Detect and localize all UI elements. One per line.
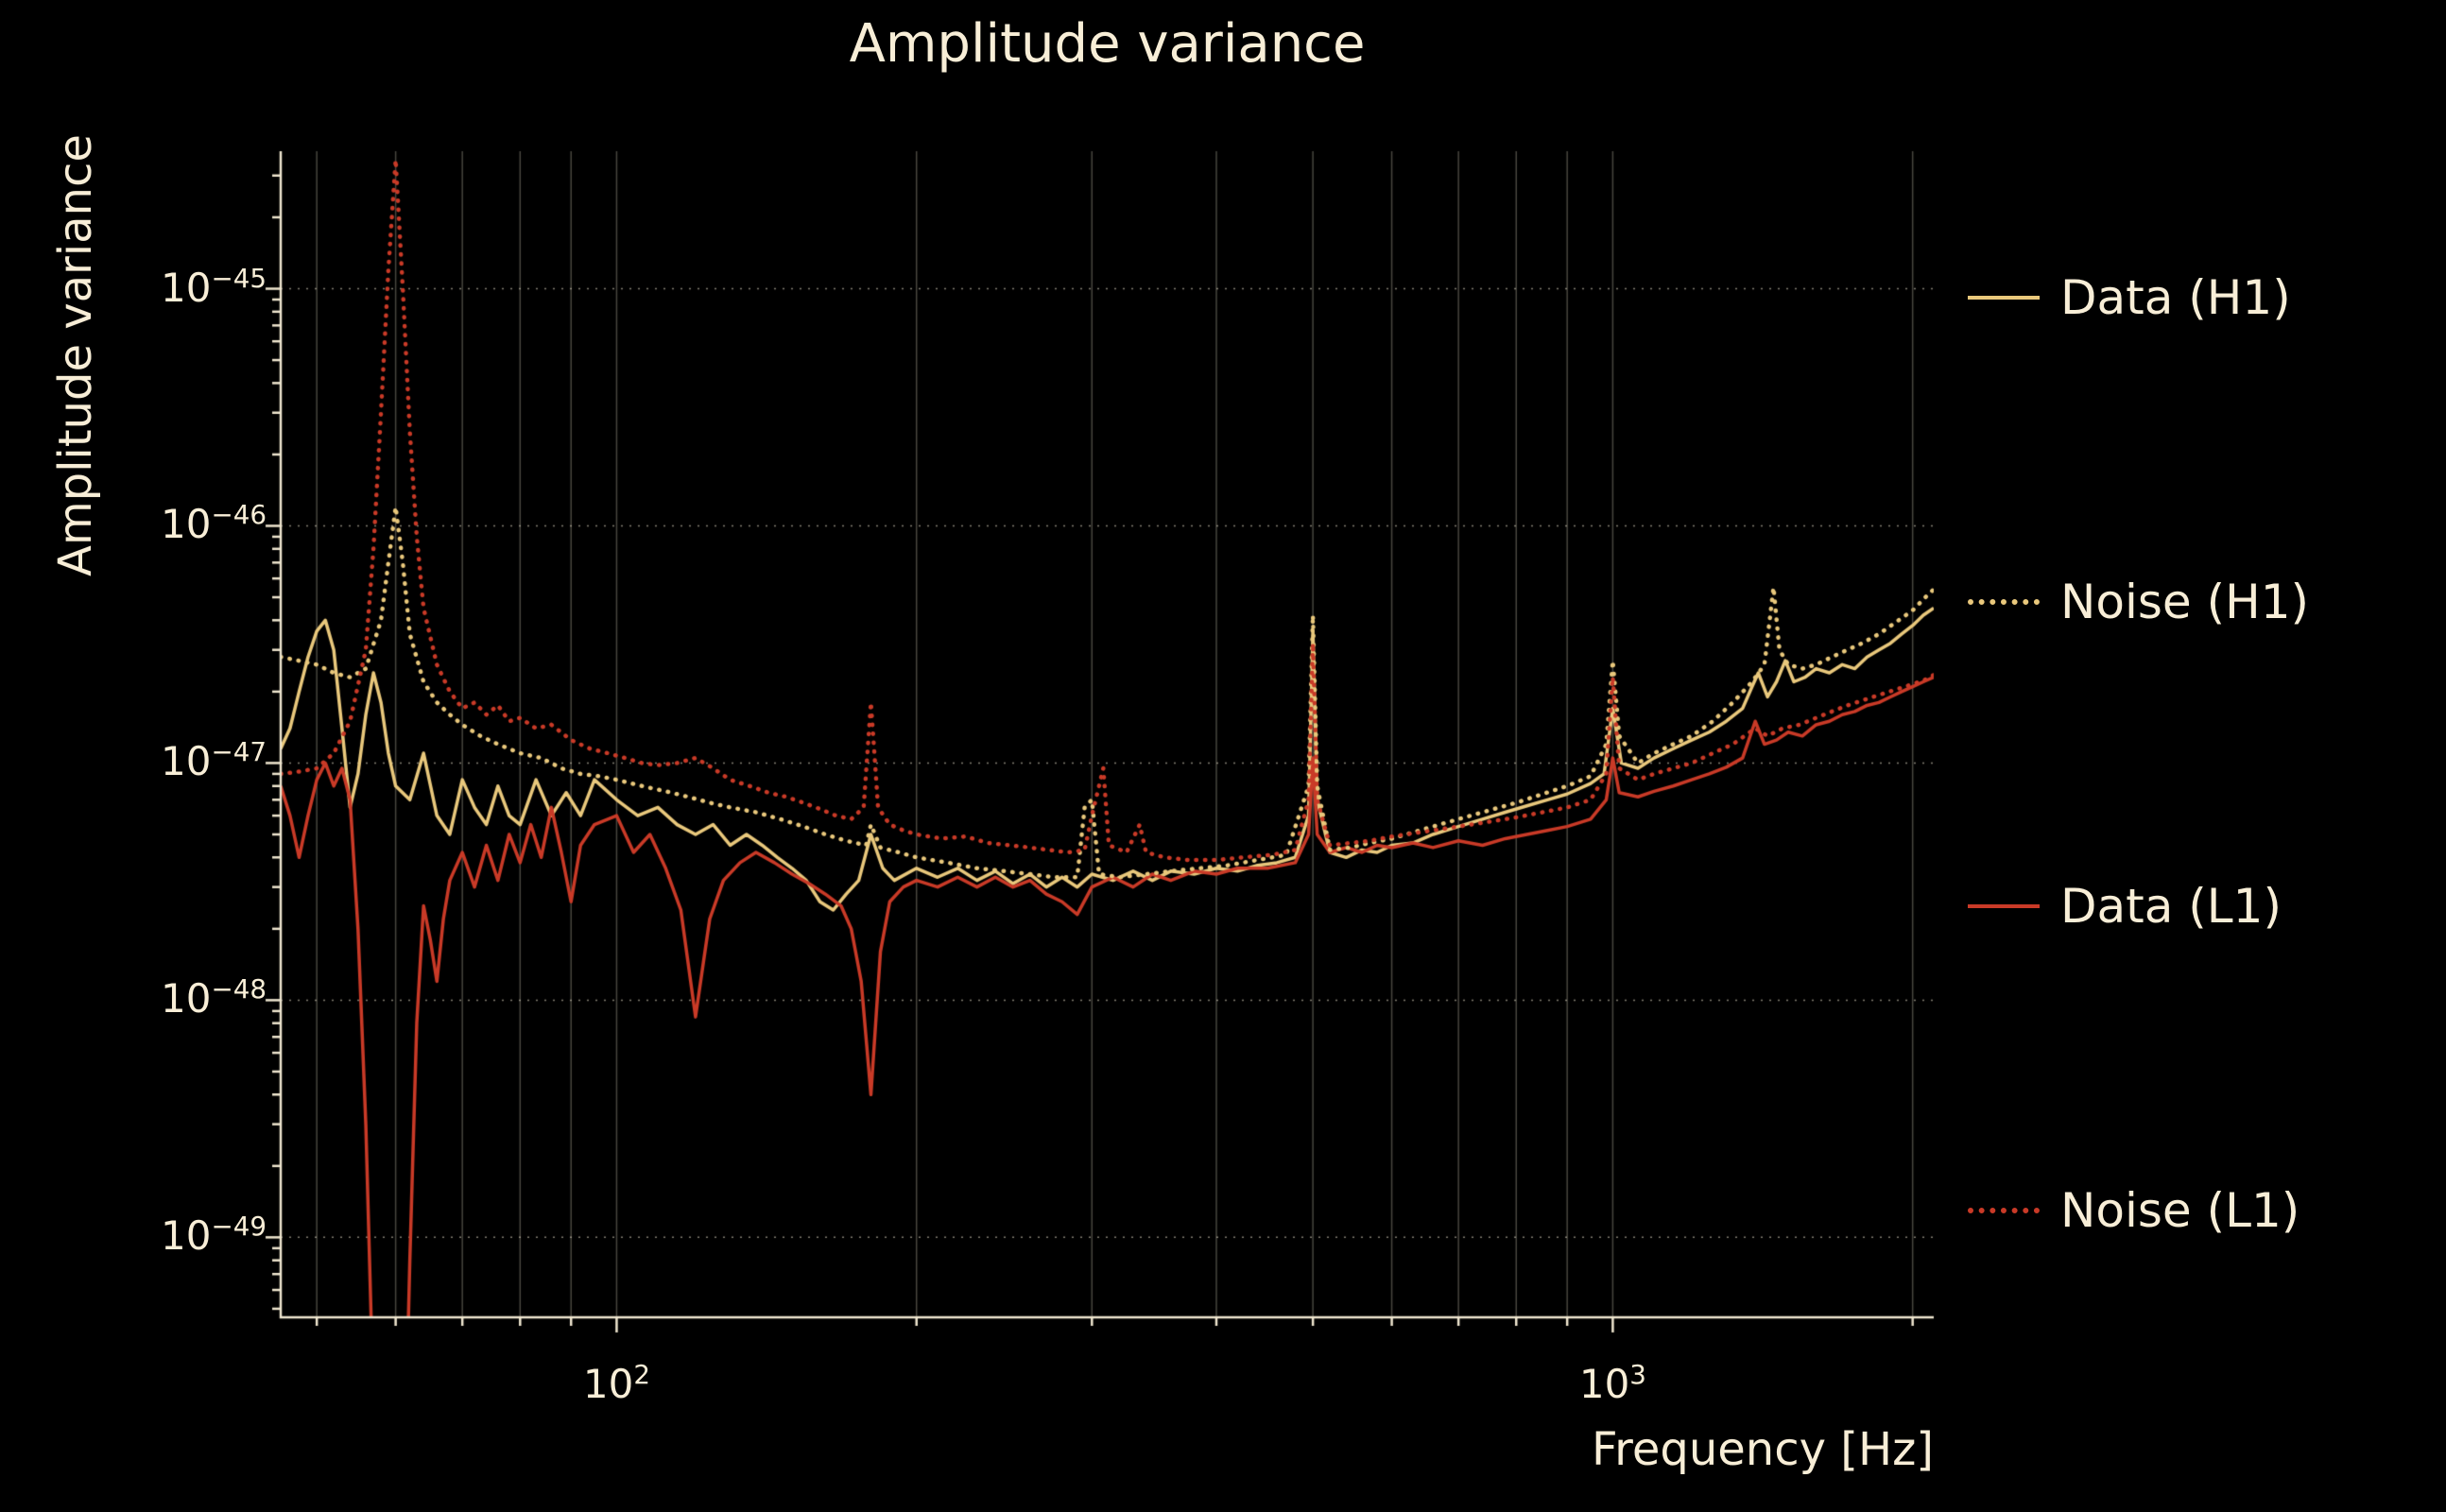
y-tick-label: 10−45 [161,262,267,311]
x-tick-label: 103 [1578,1359,1646,1407]
legend-dotted-line-icon [1968,1208,2040,1213]
y-tick-label: 10−48 [161,973,267,1022]
legend-item: Noise (L1) [1968,1182,2309,1239]
legend: Data (H1) Noise (H1) Data (L1) Noise (L1) [1968,269,2309,1239]
y-tick-label: 10−49 [161,1211,267,1260]
y-tick-label: 10−46 [161,499,267,548]
legend-item: Noise (H1) [1968,574,2309,630]
legend-dotted-line-icon [1968,599,2040,605]
y-tick-label: 10−47 [161,736,267,785]
legend-label: Noise (H1) [2060,575,2310,629]
legend-solid-line-icon [1968,904,2040,908]
x-axis-label: Frequency [Hz] [1592,1423,1934,1476]
x-tick-label: 102 [582,1359,650,1407]
legend-label: Noise (L1) [2060,1183,2300,1238]
legend-solid-line-icon [1968,296,2040,300]
legend-item: Data (H1) [1968,269,2309,326]
y-axis-label: Amplitude variance [49,134,102,576]
legend-label: Data (L1) [2060,879,2282,934]
legend-item: Data (L1) [1968,878,2309,935]
legend-label: Data (H1) [2060,270,2291,325]
chart-title: Amplitude variance [849,13,1366,75]
